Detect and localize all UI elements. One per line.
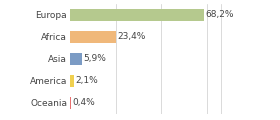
Bar <box>70 53 81 65</box>
Text: 23,4%: 23,4% <box>117 32 146 41</box>
Text: 5,9%: 5,9% <box>83 54 106 63</box>
Text: 2,1%: 2,1% <box>76 76 99 85</box>
Bar <box>70 9 204 21</box>
Text: 0,4%: 0,4% <box>72 98 95 107</box>
Bar <box>70 31 116 43</box>
Text: 68,2%: 68,2% <box>205 10 234 19</box>
Bar <box>70 75 74 87</box>
Bar <box>70 97 71 109</box>
